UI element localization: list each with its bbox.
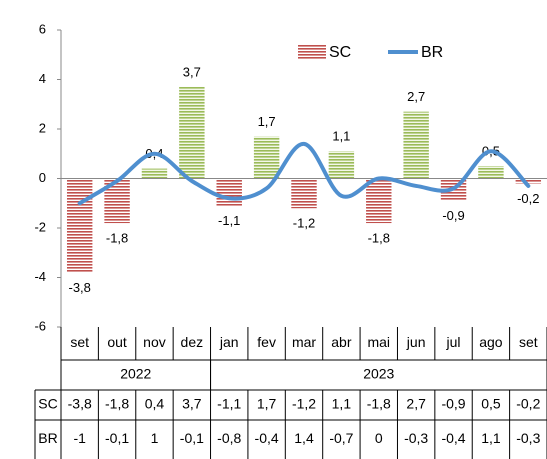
table-value: -1,2 [292,396,316,412]
x-tick-label: jan [219,334,239,350]
table-value: -1,8 [367,396,391,412]
x-tick-label: jul [446,334,461,350]
table-value: 2,7 [406,396,426,412]
y-tick-label: 0 [39,170,46,185]
table-value: 1,1 [332,396,352,412]
y-tick-label: -4 [34,269,46,284]
table-value: 1,7 [257,396,277,412]
row-label: SC [38,396,57,412]
bar [328,151,355,179]
table-value: -0,2 [516,396,540,412]
table-value: -0,4 [255,430,279,446]
x-tick-label: dez [181,334,204,350]
table-value: -1,8 [105,396,129,412]
table-value: -1 [73,430,86,446]
bar [478,166,504,179]
data-label: 1,1 [332,129,350,144]
table-value: -0,1 [180,430,204,446]
data-label: -3,8 [68,280,90,295]
x-tick-label: set [519,334,538,350]
x-tick-label: fev [257,334,276,350]
data-label: -1,8 [106,230,128,245]
data-label: -1,2 [293,216,315,231]
year-label: 2022 [120,366,151,382]
table-value: 1,4 [294,430,314,446]
year-label: 2023 [363,366,394,382]
y-tick-label: 2 [39,120,46,135]
y-tick-label: -6 [34,318,46,333]
table-value: 0,5 [481,396,501,412]
bar [403,111,429,179]
table-value: -0,1 [105,430,129,446]
bar [141,168,168,179]
y-tick-label: 6 [39,21,46,36]
bar [253,136,280,179]
bar [216,178,242,206]
bar [66,178,93,273]
table-value: 3,7 [182,396,202,412]
table-value: 0,4 [145,396,165,412]
y-tick-label: 4 [39,71,46,86]
legend-swatch [298,45,326,59]
x-tick-label: set [70,334,89,350]
data-label: 2,7 [407,89,425,104]
x-tick-label: jun [406,334,426,350]
data-label: -1,1 [218,213,240,228]
table-value: -0,3 [404,430,428,446]
bar [179,86,205,179]
legend-label: SC [329,44,351,61]
table-value: -1,1 [217,396,241,412]
table-value: 0 [375,430,383,446]
data-label: -0,9 [442,208,464,223]
line [77,141,531,206]
x-tick-label: abr [331,334,352,350]
bar [366,178,392,224]
table-value: -0,8 [217,430,241,446]
data-label: -0,2 [517,191,539,206]
table-value: -0,4 [441,430,465,446]
y-tick-label: -2 [34,219,46,234]
table-value: -0,9 [441,396,465,412]
data-label: 3,7 [183,64,201,79]
table-value: 1 [151,430,159,446]
x-tick-label: out [107,334,127,350]
bar [515,178,542,184]
x-tick-label: ago [479,334,503,350]
table-value: -3,8 [68,396,92,412]
row-label: BR [38,430,57,446]
data-label: 1,7 [258,114,276,129]
table-value: -0,7 [329,430,353,446]
table-value: -0,3 [516,430,540,446]
bar [291,178,317,209]
data-label: -1,8 [368,230,390,245]
x-tick-label: mai [367,334,390,350]
legend-label: BR [421,44,443,61]
table-value: 1,1 [481,430,501,446]
x-tick-label: nov [143,334,166,350]
x-tick-label: mar [292,334,316,350]
